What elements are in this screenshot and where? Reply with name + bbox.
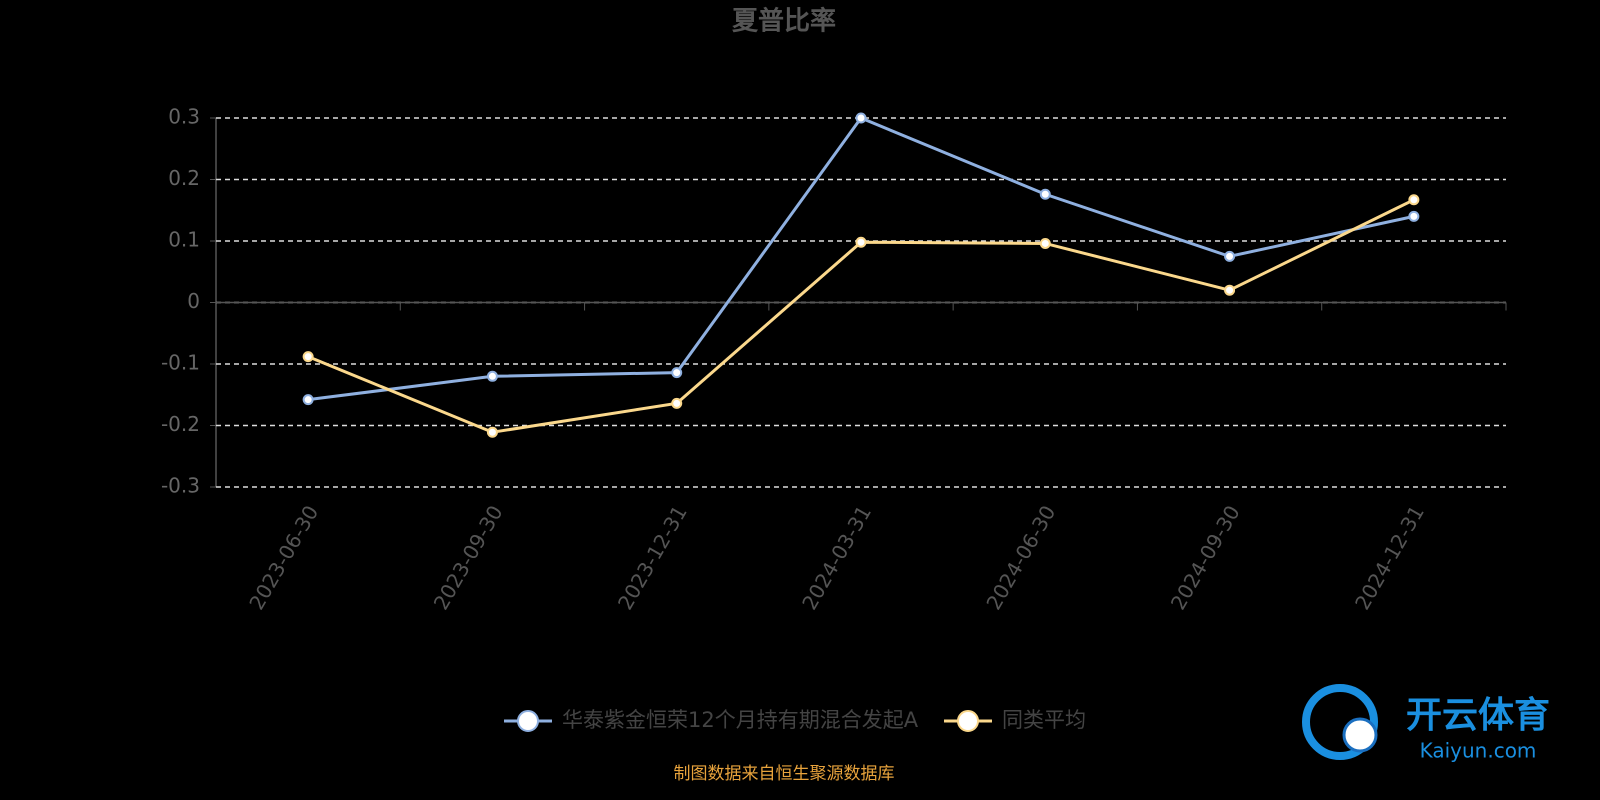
point — [855, 236, 867, 248]
point — [302, 394, 314, 406]
y-tick-label: 0.2 — [168, 166, 200, 190]
point — [1408, 210, 1420, 222]
legend-item: 同类平均 — [944, 708, 1086, 732]
point — [486, 426, 498, 438]
y-tick-label: 0 — [187, 289, 200, 313]
point — [1039, 237, 1051, 249]
point — [1224, 250, 1236, 262]
y-tick-label: 0.1 — [168, 228, 200, 252]
point — [855, 112, 867, 124]
y-tick-label: -0.1 — [161, 351, 200, 375]
point — [671, 397, 683, 409]
watermark: 开云体育 Kaiyun.com — [1302, 684, 1550, 763]
point — [1039, 188, 1051, 200]
point — [302, 351, 314, 363]
source-note: 制图数据来自恒生聚源数据库 — [674, 764, 895, 784]
chart-title: 夏普比率 — [732, 6, 836, 37]
legend-label: 华泰紫金恒荣12个月持有期混合发起A — [562, 708, 919, 732]
y-tick-label: -0.3 — [161, 474, 200, 498]
point — [1224, 284, 1236, 296]
watermark-site: Kaiyun.com — [1420, 739, 1537, 763]
point — [671, 367, 683, 379]
legend-item: 华泰紫金恒荣12个月持有期混合发起A — [504, 708, 919, 732]
point — [486, 370, 498, 382]
logo-ring — [1302, 684, 1378, 760]
point — [1408, 194, 1420, 206]
legend-marker — [517, 710, 539, 732]
legend-marker — [957, 710, 979, 732]
y-tick-label: 0.3 — [168, 105, 200, 129]
legend-label: 同类平均 — [1002, 708, 1086, 732]
logo-ball — [1342, 717, 1378, 753]
watermark-brand: 开云体育 — [1406, 695, 1550, 736]
y-tick-label: -0.2 — [161, 412, 200, 436]
legend: 华泰紫金恒荣12个月持有期混合发起A 同类平均 — [504, 708, 1086, 732]
